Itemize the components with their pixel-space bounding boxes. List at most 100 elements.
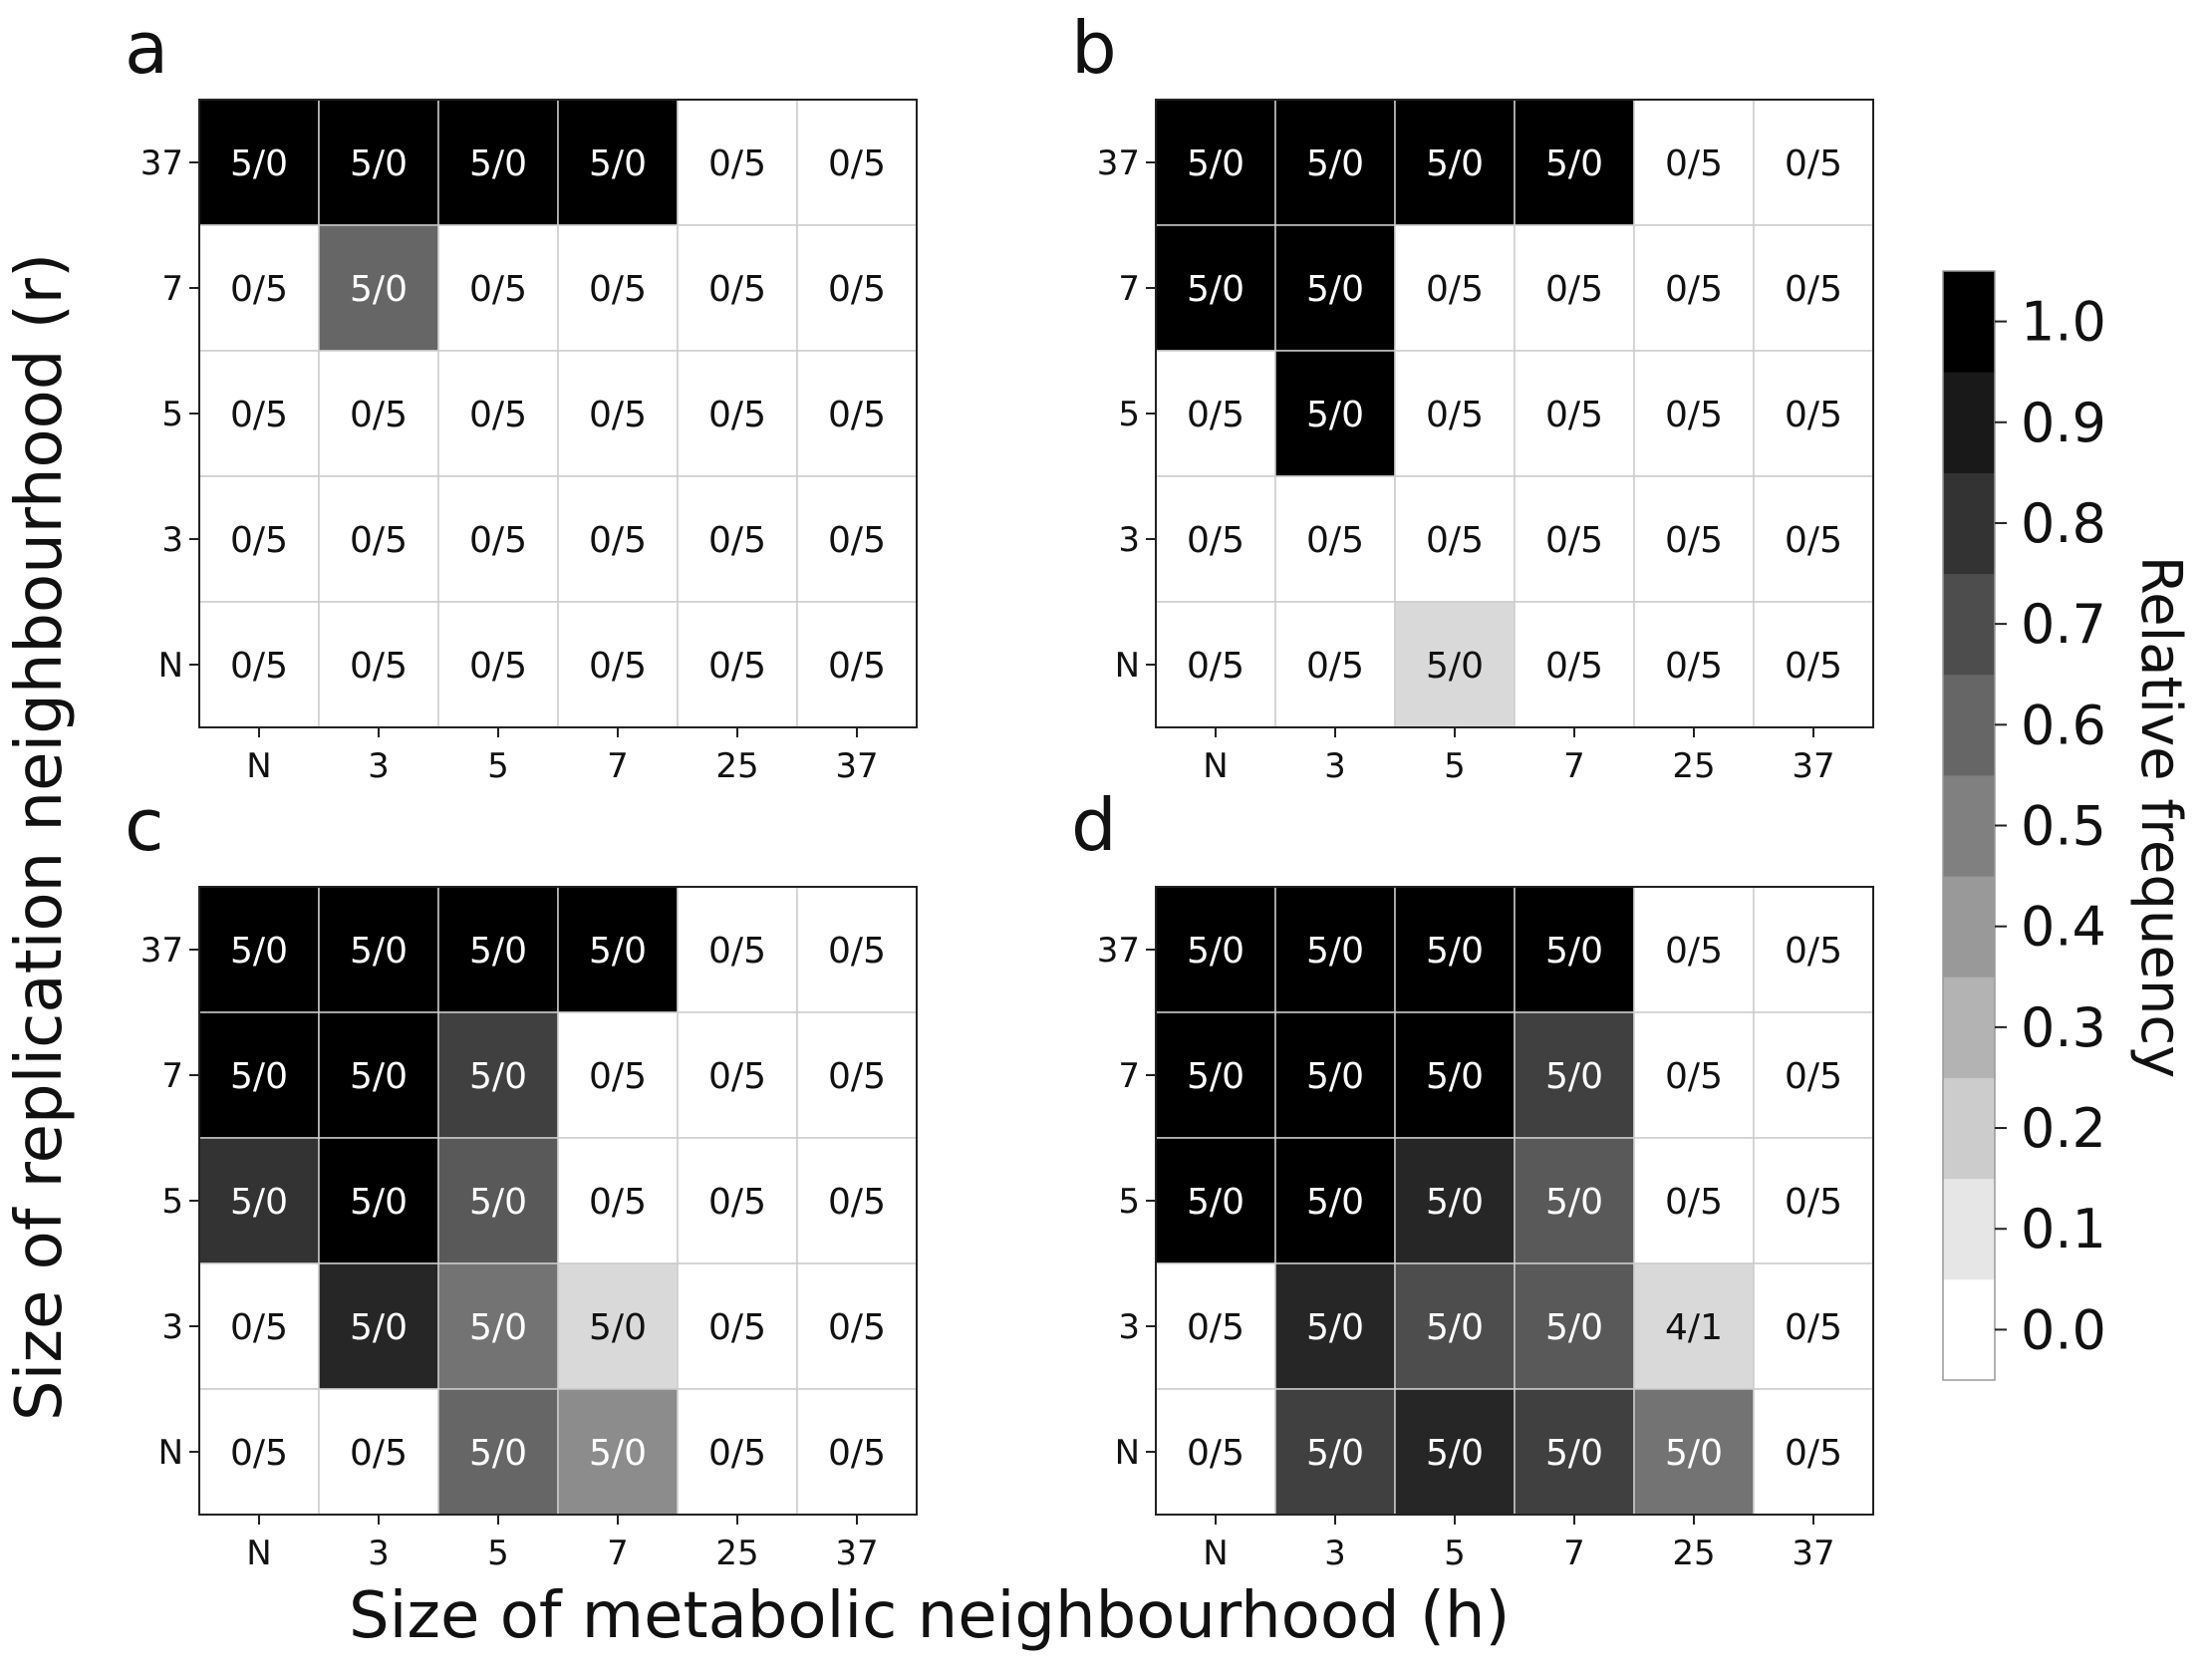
colorbar-band: [1943, 774, 1995, 877]
y-axis-title: Size of replication neighbourhood (r): [3, 252, 77, 1422]
panel-c-cell-label: 5/0: [230, 931, 288, 972]
colorbar-band: [1943, 1278, 1995, 1381]
x-tick-label: 7: [607, 1534, 629, 1573]
y-tick-label: 7: [161, 269, 183, 309]
panel-b-cell-label: 5/0: [1426, 143, 1484, 184]
panel-a-cell-label: 0/5: [469, 646, 527, 687]
panel-a-cell-label: 0/5: [589, 520, 647, 561]
panel-a-cell-label: 0/5: [708, 143, 766, 184]
panel-d-cell: [1514, 1011, 1635, 1139]
panel-d-cell: [1633, 886, 1755, 1013]
panel-label-c: c: [125, 783, 164, 867]
panel-a-cell: [557, 601, 679, 728]
panel-b-cell: [1753, 350, 1874, 477]
x-tick-label: N: [246, 746, 271, 786]
panel-d-cell-label: 5/0: [1426, 1056, 1484, 1097]
panel-d-cell: [1274, 1262, 1396, 1390]
x-tick-label: 5: [1444, 1534, 1466, 1573]
panel-c-cell: [677, 1137, 798, 1264]
panel-b-cell-label: 0/5: [1665, 520, 1723, 561]
panel-b-cell-label: 5/0: [1306, 395, 1364, 435]
panel-b-cell-label: 0/5: [1785, 395, 1842, 435]
panel-b-cell: [1514, 475, 1635, 603]
panel-c-cell-label: 0/5: [708, 931, 766, 972]
panel-b-cell: [1633, 224, 1755, 352]
panel-b-cell-label: 0/5: [1545, 520, 1603, 561]
panel-c-cell-label: 5/0: [230, 1182, 288, 1223]
x-tick-label: 25: [715, 746, 758, 786]
x-tick-label: 7: [1563, 746, 1585, 786]
panel-d-cell-label: 5/0: [1306, 1182, 1364, 1223]
panel-c-cell-label: 5/0: [469, 1307, 527, 1348]
colorbar-band: [1943, 372, 1995, 473]
panel-c-cell-label: 0/5: [708, 1182, 766, 1223]
y-tick-label: 5: [161, 1182, 183, 1222]
colorbar-tick-label: 0.5: [2021, 795, 2106, 858]
y-tick-label: 7: [161, 1056, 183, 1096]
x-tick-label: 3: [1324, 1534, 1346, 1573]
panel-c-cell-label: 0/5: [708, 1307, 766, 1348]
panel-b-cell-label: 0/5: [1545, 395, 1603, 435]
panel-b-cell-label: 0/5: [1545, 646, 1603, 687]
panel-d-cell: [1394, 1137, 1516, 1264]
panel-d-cell-label: 4/1: [1665, 1307, 1723, 1348]
panel-b-cell: [1633, 601, 1755, 728]
panel-c-cell: [796, 1262, 918, 1390]
panel-a-cell: [318, 350, 439, 477]
panel-c-cell-label: 5/0: [589, 1433, 647, 1474]
panel-a-cell-label: 0/5: [589, 646, 647, 687]
panel-b-cell: [1394, 224, 1516, 352]
panel-c-cell: [796, 1011, 918, 1139]
x-tick-label: 7: [607, 746, 629, 786]
panel-c-cell-label: 5/0: [469, 931, 527, 972]
panel-a-cell-label: 0/5: [469, 520, 527, 561]
panel-a-cell: [198, 99, 320, 226]
panel-c-cell-label: 0/5: [828, 1307, 886, 1348]
panel-d-cell: [1633, 1388, 1755, 1516]
panel-b-cell-label: 0/5: [1426, 395, 1484, 435]
panel-a-cell: [437, 350, 559, 477]
panel-d-cell: [1394, 1011, 1516, 1139]
panel-c-cell: [557, 886, 679, 1013]
panel-c-cell-label: 5/0: [350, 931, 408, 972]
colorbar-band: [1943, 977, 1995, 1078]
panel-b-cell-label: 0/5: [1187, 395, 1244, 435]
panel-b-cell-label: 0/5: [1426, 520, 1484, 561]
panel-c-cell-label: 0/5: [708, 1433, 766, 1474]
panel-c-cell: [677, 1011, 798, 1139]
panel-a-cell: [796, 475, 918, 603]
panel-c-cell: [437, 1137, 559, 1264]
panel-b-cell: [1394, 350, 1516, 477]
panel-c-cell-label: 0/5: [708, 1056, 766, 1097]
panel-d-cell-label: 0/5: [1187, 1433, 1244, 1474]
panel-d-cell-label: 5/0: [1426, 1433, 1484, 1474]
y-tick-label: N: [1115, 646, 1140, 686]
panel-a-cell-label: 0/5: [469, 269, 527, 310]
panel-b-cell: [1753, 475, 1874, 603]
colorbar-band: [1943, 271, 1995, 373]
panel-a-cell: [198, 224, 320, 352]
panel-a-cell-label: 0/5: [589, 395, 647, 435]
panel-b-cell-label: 0/5: [1187, 520, 1244, 561]
panel-c-cell: [557, 1137, 679, 1264]
panel-b-cell: [1633, 475, 1755, 603]
panel-d-cell-label: 5/0: [1306, 1307, 1364, 1348]
x-tick-label: 7: [1563, 1534, 1585, 1573]
panel-c-cell: [198, 886, 320, 1013]
x-tick-label: 25: [715, 1534, 758, 1573]
panel-a-cell-label: 5/0: [350, 143, 408, 184]
panel-d-cell-label: 5/0: [1545, 1182, 1603, 1223]
panel-a-cell-label: 0/5: [230, 395, 288, 435]
panel-a-cell: [796, 224, 918, 352]
panel-b-cell: [1514, 99, 1635, 226]
x-axis-title: Size of metabolic neighbourhood (h): [349, 1579, 1511, 1653]
x-tick-label: 25: [1672, 746, 1715, 786]
y-tick-label: N: [158, 646, 183, 686]
colorbar-tick-label: 0.1: [2021, 1198, 2106, 1260]
panel-label-a: a: [125, 6, 169, 90]
panel-c-cell-label: 0/5: [828, 1056, 886, 1097]
panel-b-cell-label: 0/5: [1665, 269, 1723, 310]
panel-c-cell: [557, 1388, 679, 1516]
panel-a-cell-label: 0/5: [828, 395, 886, 435]
